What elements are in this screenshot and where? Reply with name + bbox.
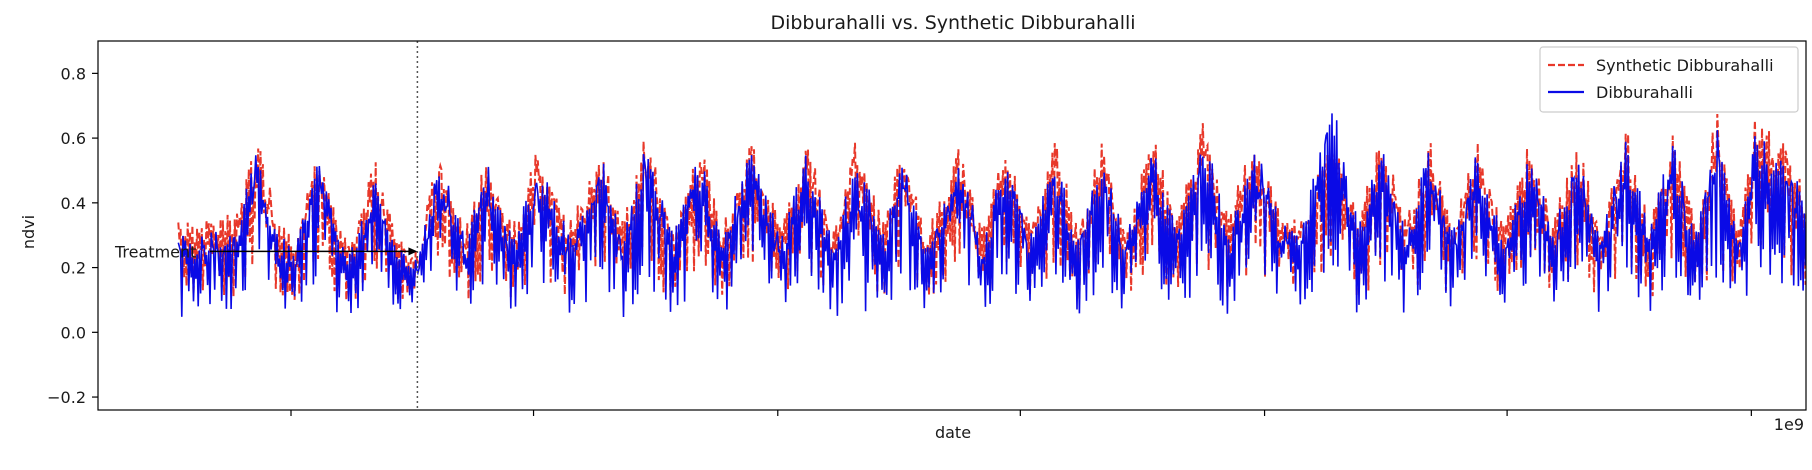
treatment-arrowhead [408,247,418,256]
y-axis-label: ndvi [19,215,38,249]
legend: Synthetic Dibburahalli Dibburahalli [1539,46,1799,113]
series-line-dibburahalli [177,113,1806,318]
legend-label: Synthetic Dibburahalli [1596,56,1774,75]
y-tick-label: 0.4 [61,194,86,213]
legend-label: Dibburahalli [1596,83,1693,102]
treatment-annotation: Treatment [114,242,196,261]
legend-box [1539,46,1799,113]
chart-title: Dibburahalli vs. Synthetic Dibburahalli [770,12,1135,34]
y-tick-label: 0.2 [61,259,86,278]
x-axis-offset-label: 1e9 [1774,415,1804,434]
plot-area: Treatment −0.2 0.0 0.2 0.4 0.6 0.8 Synthetic Di… [47,40,1807,416]
y-tick-label: 0.0 [61,323,86,342]
y-tick-label: 0.6 [61,129,86,148]
y-tick-label: −0.2 [47,388,86,407]
plot-frame [97,40,1807,411]
y-tick-label: 0.8 [61,64,86,83]
x-axis-label: date [935,423,971,442]
